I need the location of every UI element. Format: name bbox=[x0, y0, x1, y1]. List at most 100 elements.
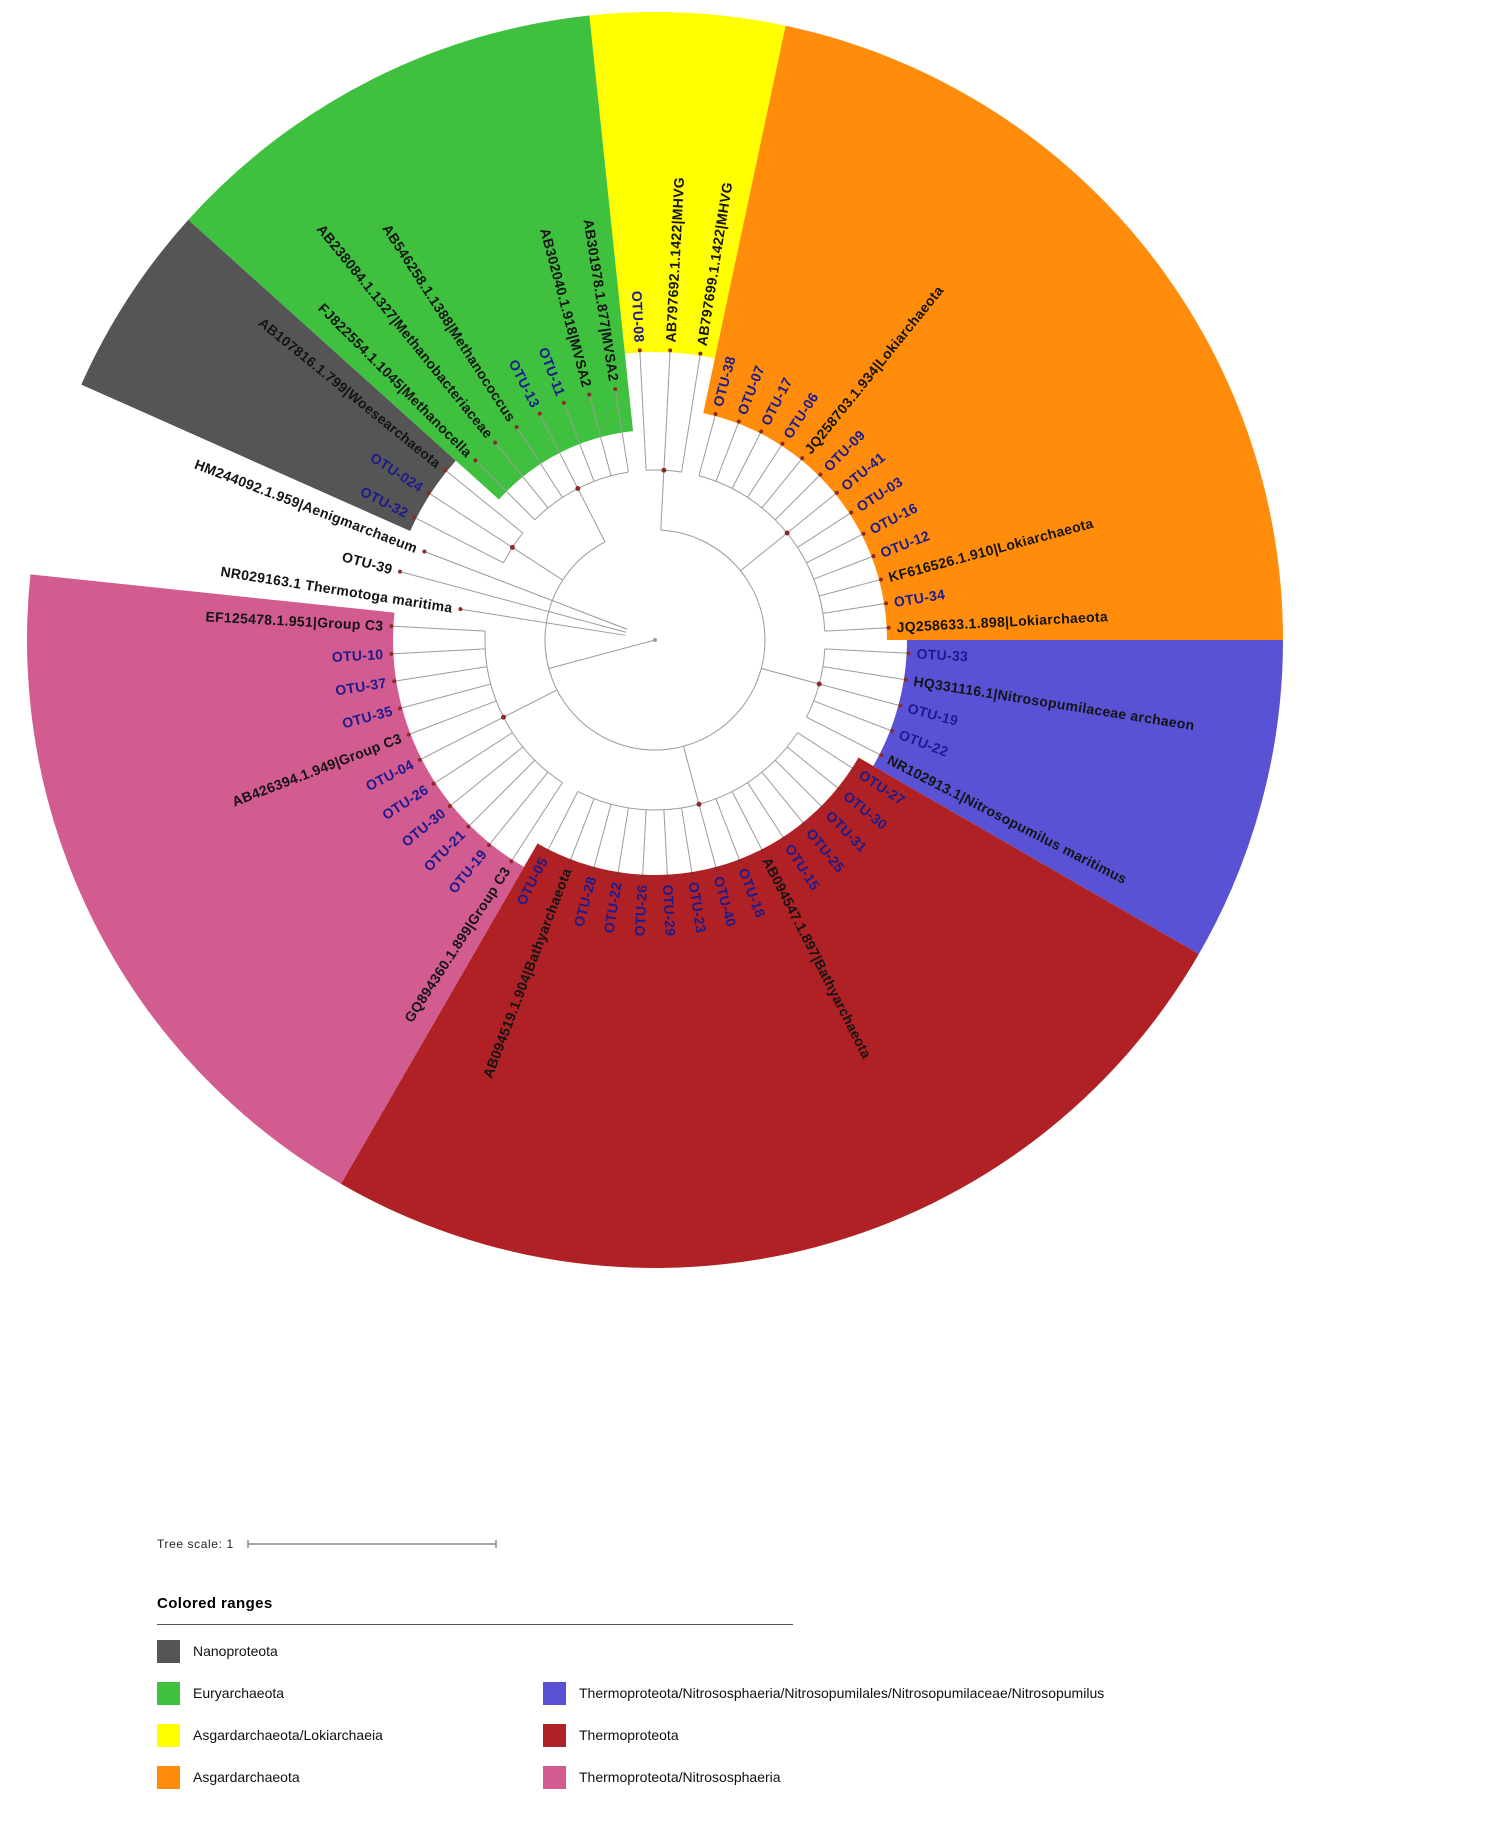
branch bbox=[588, 394, 612, 476]
branch bbox=[761, 457, 803, 509]
legend-swatch bbox=[157, 1723, 180, 1747]
leaf-node-dot bbox=[398, 569, 402, 574]
legend-swatch bbox=[543, 1765, 566, 1789]
leaf-label: OTU-34 bbox=[893, 586, 946, 610]
branch bbox=[419, 716, 504, 761]
branch bbox=[391, 648, 486, 655]
leaf-label: OTU-37 bbox=[334, 675, 387, 699]
internal-node-dot bbox=[575, 486, 581, 492]
leaf-node-dot bbox=[713, 411, 718, 416]
leaf-label: OTU-33 bbox=[916, 646, 968, 665]
branch bbox=[774, 759, 823, 808]
leaf-node-dot bbox=[561, 400, 566, 405]
leaf-node-dot bbox=[537, 411, 542, 416]
branch bbox=[399, 571, 627, 633]
branch bbox=[747, 443, 783, 498]
leaf-node-dot bbox=[818, 472, 823, 477]
branch bbox=[428, 492, 513, 548]
leaf-node-dot bbox=[714, 866, 719, 871]
legend-item-asgardarchaeota: Asgardarchaeota bbox=[157, 1765, 383, 1789]
branch bbox=[715, 798, 741, 862]
leaf-node-dot bbox=[760, 849, 765, 854]
branch bbox=[786, 492, 838, 534]
leaf-node-dot bbox=[851, 767, 856, 772]
leaf-node-dot bbox=[879, 577, 884, 582]
leaf-node-dot bbox=[640, 874, 645, 879]
clade-stem bbox=[761, 667, 820, 685]
legend-label: Euryarchaeota bbox=[193, 1685, 285, 1701]
tree-scale: Tree scale: 1 bbox=[157, 1537, 498, 1551]
branch bbox=[698, 804, 717, 870]
legend-title: Colored ranges bbox=[157, 1595, 273, 1612]
leaf-node-dot bbox=[613, 387, 618, 392]
leaf-node-dot bbox=[389, 651, 394, 656]
branch bbox=[617, 807, 629, 875]
legend-item-thermoproteota: Thermoproteota bbox=[543, 1723, 1104, 1747]
branch bbox=[639, 350, 647, 471]
leaf-node-dot bbox=[849, 510, 854, 515]
branch bbox=[819, 578, 882, 597]
branch bbox=[806, 533, 864, 564]
legend-column-1: Nanoproteota Euryarchaeota Asgardarchaeo… bbox=[157, 1639, 383, 1807]
branch bbox=[681, 807, 693, 875]
branch bbox=[698, 413, 717, 476]
branch bbox=[399, 683, 491, 709]
colored-range-7 bbox=[188, 15, 634, 500]
leaf-node-dot bbox=[800, 456, 805, 461]
branch bbox=[774, 474, 821, 521]
branch bbox=[747, 782, 785, 840]
tree-backbone-arc bbox=[544, 529, 766, 751]
leaf-node-dot bbox=[389, 624, 394, 629]
leaf-node-dot bbox=[615, 872, 620, 877]
leaf-node-dot bbox=[443, 468, 448, 473]
leaf-node-dot bbox=[759, 429, 764, 434]
tree-root-branch bbox=[548, 639, 656, 669]
branch bbox=[539, 413, 579, 489]
clade-arc bbox=[577, 732, 798, 811]
leaf-node-dot bbox=[591, 866, 596, 871]
leaf-label: OTU-29 bbox=[660, 884, 679, 936]
branch bbox=[510, 782, 563, 862]
branch bbox=[391, 625, 486, 632]
leaf-node-dot bbox=[690, 872, 695, 877]
leaf-node-dot bbox=[890, 729, 895, 734]
leaf-node-dot bbox=[736, 419, 741, 424]
branch bbox=[475, 460, 536, 521]
colored-range-4 bbox=[27, 574, 524, 1184]
branch bbox=[731, 791, 764, 852]
branch bbox=[681, 353, 701, 473]
colored-range-1 bbox=[703, 25, 1283, 641]
leaf-node-dot bbox=[871, 554, 876, 559]
leaf-label: OTU-39 bbox=[340, 548, 394, 577]
branch bbox=[822, 602, 887, 614]
branch bbox=[824, 648, 909, 654]
leaf-node-dot bbox=[782, 836, 787, 841]
leaf-node-dot bbox=[780, 441, 785, 446]
clade-stem bbox=[503, 689, 558, 718]
legend-column-2: Thermoproteota/Nitrososphaeria/Nitrosopu… bbox=[543, 1681, 1104, 1807]
colored-range-0 bbox=[589, 11, 786, 359]
branch bbox=[394, 666, 488, 682]
clade-stem bbox=[740, 532, 788, 572]
legend-label: Thermoproteota/Nitrososphaeria/Nitrosopu… bbox=[579, 1685, 1105, 1701]
branch bbox=[824, 627, 889, 632]
leaf-node-dot bbox=[466, 824, 471, 829]
leaf-node-dot bbox=[493, 440, 498, 445]
leaf-node-dot bbox=[486, 843, 491, 848]
branch bbox=[822, 666, 906, 681]
branch bbox=[813, 700, 893, 732]
branch bbox=[813, 555, 874, 580]
legend-label: Asgardarchaeota/Lokiarchaeia bbox=[193, 1727, 383, 1743]
branch bbox=[444, 469, 524, 534]
leaf-node-dot bbox=[884, 601, 889, 606]
branch bbox=[806, 716, 882, 756]
legend-item-euryarchaeota: Euryarchaeota bbox=[157, 1681, 383, 1705]
colored-range-6 bbox=[81, 219, 456, 531]
leaf-label: OTU-26 bbox=[631, 884, 650, 936]
leaf-node-dot bbox=[473, 458, 478, 463]
branch bbox=[731, 431, 762, 489]
leaf-node-dot bbox=[545, 849, 550, 854]
branch bbox=[433, 732, 513, 785]
branch bbox=[424, 551, 628, 630]
